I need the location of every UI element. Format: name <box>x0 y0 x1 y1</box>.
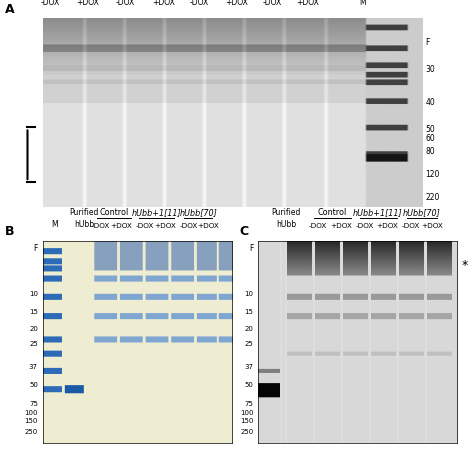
Text: F: F <box>426 38 430 47</box>
Text: M: M <box>52 220 58 229</box>
Text: -DOX: -DOX <box>263 0 282 7</box>
Text: hUbb+1[11]: hUbb+1[11] <box>132 208 181 217</box>
Text: 60: 60 <box>426 134 436 143</box>
Text: -DOX: -DOX <box>401 223 420 229</box>
Text: 100: 100 <box>25 410 38 416</box>
Text: 20: 20 <box>29 326 38 331</box>
Text: 25: 25 <box>29 340 38 347</box>
Text: -DOX: -DOX <box>180 223 198 229</box>
Text: Purified: Purified <box>272 208 301 217</box>
Text: hUbb[70]: hUbb[70] <box>179 208 217 217</box>
Text: 10: 10 <box>245 291 254 297</box>
Text: Control: Control <box>318 208 346 217</box>
Text: +DOX: +DOX <box>226 0 248 7</box>
Text: -DOX: -DOX <box>190 0 209 7</box>
Text: 37: 37 <box>29 364 38 370</box>
Text: +DOX: +DOX <box>297 0 319 7</box>
Text: 20: 20 <box>245 326 254 331</box>
Text: +DOX: +DOX <box>152 0 175 7</box>
Text: 50: 50 <box>426 125 436 134</box>
Text: 30: 30 <box>426 64 436 74</box>
Text: hUbb: hUbb <box>74 220 94 229</box>
Text: +DOX: +DOX <box>330 223 352 229</box>
Text: +DOX: +DOX <box>376 223 398 229</box>
Text: 15: 15 <box>245 309 254 316</box>
Text: +DOX: +DOX <box>421 223 444 229</box>
Text: +DOX: +DOX <box>110 223 132 229</box>
Text: -DOX: -DOX <box>356 223 374 229</box>
Text: hUbb[70]: hUbb[70] <box>403 208 440 217</box>
Text: 100: 100 <box>240 410 254 416</box>
Text: +DOX: +DOX <box>198 223 219 229</box>
Text: A: A <box>5 3 14 16</box>
Text: *: * <box>461 259 468 272</box>
Text: +DOX: +DOX <box>76 0 99 7</box>
Text: hUbb: hUbb <box>276 220 296 229</box>
Text: 50: 50 <box>29 382 38 388</box>
Text: 15: 15 <box>29 309 38 316</box>
Text: -DOX: -DOX <box>116 0 135 7</box>
Text: 250: 250 <box>25 429 38 434</box>
Text: 40: 40 <box>426 99 436 108</box>
Text: F: F <box>249 244 254 253</box>
Text: 80: 80 <box>426 148 435 157</box>
Text: 150: 150 <box>25 419 38 424</box>
Text: Control: Control <box>99 208 128 217</box>
Text: 120: 120 <box>426 170 440 179</box>
Text: -DOX: -DOX <box>40 0 59 7</box>
Text: Purified: Purified <box>70 208 99 217</box>
Text: hUbb+1[11]: hUbb+1[11] <box>353 208 402 217</box>
Text: F: F <box>34 244 38 253</box>
Text: 25: 25 <box>245 340 254 347</box>
Text: -DOX: -DOX <box>309 223 327 229</box>
Text: 37: 37 <box>245 364 254 370</box>
Text: 75: 75 <box>29 401 38 407</box>
Text: +DOX: +DOX <box>154 223 176 229</box>
Text: -DOX: -DOX <box>91 223 109 229</box>
Text: 10: 10 <box>29 291 38 297</box>
Text: C: C <box>239 225 248 238</box>
Text: 250: 250 <box>240 429 254 434</box>
Text: -DOX: -DOX <box>136 223 154 229</box>
Text: 220: 220 <box>426 192 440 202</box>
Text: 150: 150 <box>240 419 254 424</box>
Text: B: B <box>5 225 14 238</box>
Text: 75: 75 <box>245 401 254 407</box>
Text: M: M <box>359 0 366 7</box>
Text: 50: 50 <box>245 382 254 388</box>
